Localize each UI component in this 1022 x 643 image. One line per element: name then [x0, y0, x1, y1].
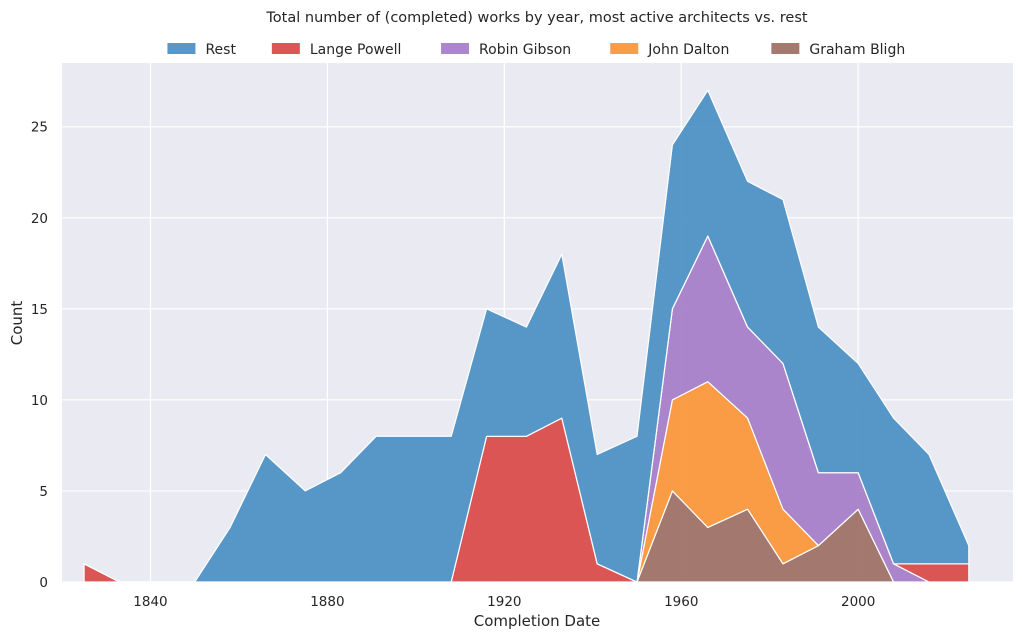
legend-label: Robin Gibson [479, 42, 571, 58]
chart-title: Total number of (completed) works by yea… [265, 10, 807, 26]
x-tick-label: 1920 [487, 594, 521, 610]
x-axis-label: Completion Date [474, 612, 601, 630]
area-rest [83, 89, 970, 583]
y-axis-label: Count [8, 301, 26, 346]
legend-label: John Dalton [647, 42, 729, 58]
y-axis-ticks: 0 5 10 15 20 25 [31, 120, 48, 591]
x-tick-label: 1840 [133, 594, 167, 610]
legend-item-lange-powell: Lange Powell [271, 42, 402, 58]
legend: Rest Lange Powell Robin Gibson John Dalton G… [167, 42, 905, 58]
legend-swatch [771, 43, 800, 54]
legend-item-graham-bligh: Graham Bligh [771, 42, 905, 58]
x-tick-label: 1960 [664, 594, 698, 610]
legend-swatch [271, 43, 300, 54]
legend-item-john-dalton: John Dalton [610, 42, 729, 58]
x-tick-label: 1880 [310, 594, 344, 610]
y-tick-label: 25 [31, 120, 48, 136]
legend-item-robin-gibson: Robin Gibson [441, 42, 571, 58]
legend-swatch [441, 43, 470, 54]
legend-swatch [167, 43, 196, 54]
x-tick-label: 2000 [841, 594, 875, 610]
legend-item-rest: Rest [167, 42, 236, 58]
x-axis-ticks: 1840 1880 1920 1960 2000 [133, 594, 875, 610]
y-tick-label: 10 [31, 393, 48, 409]
legend-label: Rest [205, 42, 236, 58]
y-tick-label: 0 [39, 575, 48, 591]
legend-label: Graham Bligh [809, 42, 905, 58]
y-tick-label: 5 [39, 484, 48, 500]
area-series [83, 89, 970, 583]
legend-label: Lange Powell [310, 42, 402, 58]
y-tick-label: 20 [31, 211, 48, 227]
legend-swatch [610, 43, 639, 54]
y-tick-label: 15 [31, 302, 48, 318]
